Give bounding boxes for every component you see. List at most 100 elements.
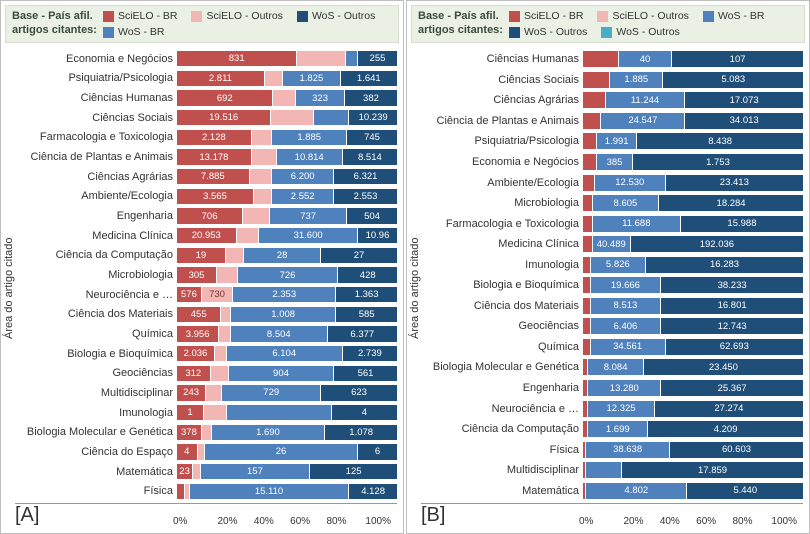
chart-row: Engenharia13.28025.367: [421, 378, 803, 399]
stacked-bar: 2.1281.885745: [177, 130, 397, 145]
chart-row: Biologia Molecular e Genética8.08423.450: [421, 357, 803, 378]
bar-value: 1.825: [299, 73, 323, 84]
chart-row: Ciência da Computação1.6994.209: [421, 419, 803, 440]
x-tick: 100%: [355, 516, 391, 527]
category-label: Ciência da Computação: [421, 423, 583, 435]
bar-segment: 23.413: [666, 175, 803, 191]
bar-segment: 19: [177, 248, 226, 263]
bar-segment: 6.200: [272, 169, 334, 184]
bar-segment: [583, 92, 606, 108]
bar-segment: [265, 71, 283, 86]
bar-segment: [252, 130, 273, 145]
legend-label: WoS - BR: [118, 26, 164, 38]
chart-row: Psiquiatria/Psicologia1.9918.438: [421, 131, 803, 152]
bar-value: 6.200: [291, 171, 315, 182]
bar-segment: 38.638: [586, 442, 670, 458]
bar-segment: 34.561: [591, 339, 666, 355]
bar-segment: [273, 90, 296, 105]
bar-segment: 504: [347, 208, 397, 223]
bar-value: 428: [360, 270, 376, 281]
legend-items-a: SciELO - BRSciELO - OutrosWoS - OutrosWo…: [103, 10, 392, 38]
bar-segment: 4.802: [586, 483, 687, 499]
category-label: Economia e Negócios: [15, 53, 177, 65]
bar-value: 10.814: [295, 152, 324, 163]
legend-items-b: SciELO - BRSciELO - OutrosWoS - BRWoS - …: [509, 10, 798, 38]
bar-segment: 382: [345, 90, 397, 105]
chart-row: Geociências6.40612.743: [421, 316, 803, 337]
x-tick: 80%: [724, 516, 760, 527]
bar-segment: [583, 277, 591, 293]
bar-segment: 6.104: [227, 346, 343, 361]
bar-value: 62.693: [720, 341, 749, 352]
chart-row: Química3.9568.5046.377: [15, 324, 397, 344]
stacked-bar: 19.516 10.239: [177, 110, 397, 125]
legend-item: WoS - BR: [103, 26, 164, 38]
bar-segment: [583, 216, 593, 232]
chart-row: Ciências Sociais19.51610.239: [15, 108, 397, 128]
stacked-bar: 40107: [583, 51, 803, 67]
bar-segment: 1.641: [341, 71, 397, 86]
stacked-bar: 1.991 8.438: [583, 133, 803, 149]
stacked-bar: 3851.753: [583, 154, 803, 170]
bar-value: 13.280: [610, 383, 639, 394]
bar-segment: 6.321: [334, 169, 397, 184]
bar-segment: 1.991: [597, 133, 637, 149]
bar-value: 12.743: [718, 321, 747, 332]
chart-row: Neurociência e …12.32527.274: [421, 398, 803, 419]
chart-row: Economia e Negócios831255: [15, 49, 397, 69]
bar-value: 15.110: [255, 486, 283, 497]
bar-value: 2.739: [358, 348, 382, 359]
bar-segment: 40.489: [593, 236, 631, 252]
category-label: Ciências Agrárias: [421, 94, 583, 106]
category-label: Ciência dos Materiais: [421, 300, 583, 312]
bar-segment: 1.885: [272, 130, 347, 145]
bar-value: 1.991: [605, 136, 629, 147]
legend-label: WoS - Outros: [312, 10, 375, 22]
bar-value: 1: [187, 407, 192, 418]
bar-segment: 19.516: [177, 110, 271, 125]
bar-segment: 10.96: [358, 228, 397, 243]
bar-segment: 17.859: [622, 462, 803, 478]
bar-value: 8.504: [267, 329, 291, 340]
chart-row: Ciência dos Materiais8.51316.801: [421, 296, 803, 317]
bar-value: 8.438: [708, 136, 732, 147]
chart-row: Ciência da Computação192827: [15, 246, 397, 266]
chart-row: Imunologia5.82616.283: [421, 254, 803, 275]
bar-value: 4.209: [714, 424, 738, 435]
stacked-bar: 13.17810.8148.514: [177, 149, 397, 164]
chart-row: Imunologia14: [15, 403, 397, 423]
bar-segment: 12.530: [595, 175, 666, 191]
bar-segment: 831: [177, 51, 297, 66]
bar-segment: [271, 110, 313, 125]
category-label: Multidisciplinar: [421, 464, 583, 476]
bar-value: 40.489: [597, 239, 626, 250]
bar-value: 26: [276, 446, 287, 457]
stacked-bar: 305726428: [177, 267, 397, 282]
bar-value: 10.96: [366, 230, 390, 241]
bar-segment: 1.008: [231, 307, 336, 322]
bar-value: 10.239: [359, 112, 388, 123]
legend-item: SciELO - BR: [509, 10, 584, 22]
bar-segment: 2.811: [177, 71, 265, 86]
stacked-bar: 2.036 6.104 2.739: [177, 346, 397, 361]
chart-row: Ciência de Plantas e Animais24.54734.013: [421, 111, 803, 132]
legend-swatch: [191, 11, 202, 22]
category-label: Engenharia: [421, 382, 583, 394]
bar-segment: 125: [310, 464, 397, 479]
bar-segment: [198, 444, 206, 459]
bar-value: 2.036: [184, 348, 208, 359]
legend-swatch: [703, 11, 714, 22]
bar-segment: [297, 51, 346, 66]
bar-value: 3.565: [203, 191, 227, 202]
bar-value: 192.036: [700, 239, 734, 250]
chart-row: Farmacologia e Toxicologia11.68815.988: [421, 213, 803, 234]
bar-segment: 2.353: [233, 287, 336, 302]
bar-segment: 12.743: [661, 318, 803, 334]
bar-segment: [583, 133, 597, 149]
bar-segment: 12.325: [588, 401, 654, 417]
bar-segment: 428: [338, 267, 397, 282]
bar-segment: 4.209: [648, 421, 803, 437]
chart-row: Ciências Sociais1.8855.083: [421, 70, 803, 91]
category-label: Multidisciplinar: [15, 387, 177, 399]
legend-item: WoS - BR: [703, 10, 764, 22]
